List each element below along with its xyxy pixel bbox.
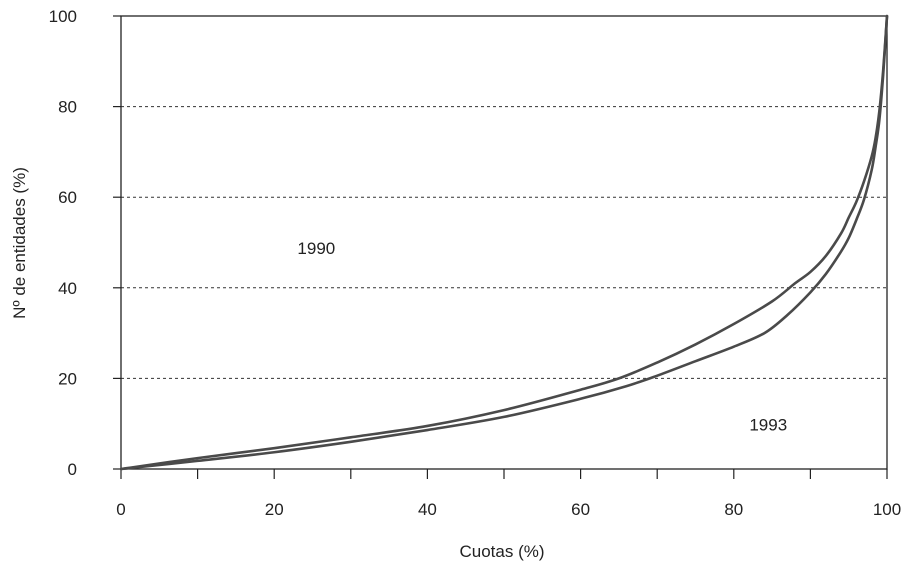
annotation-1993: 1993 — [749, 415, 787, 434]
axis-ticks — [113, 15, 888, 479]
y-tick-label: 80 — [58, 98, 77, 117]
x-tick-label: 40 — [418, 500, 437, 519]
x-tick-label: 100 — [873, 500, 901, 519]
x-axis-title: Cuotas (%) — [459, 542, 544, 561]
y-tick-label: 40 — [58, 279, 77, 298]
y-tick-label: 0 — [68, 460, 77, 479]
y-tick-label: 20 — [58, 369, 77, 388]
x-tick-label: 20 — [265, 500, 284, 519]
tick-labels: 0 20 40 60 80 100 0 20 40 60 80 100 — [49, 7, 902, 519]
grid-lines — [121, 106, 887, 379]
y-tick-label: 60 — [58, 188, 77, 207]
annotation-1990: 1990 — [297, 239, 335, 258]
series-lines — [119, 14, 889, 471]
series-line-1990 — [119, 14, 889, 471]
x-tick-label: 80 — [724, 500, 743, 519]
y-tick-label: 100 — [49, 7, 77, 26]
plot-frame — [120, 15, 888, 470]
y-axis-title: Nº de entidades (%) — [10, 167, 29, 319]
x-tick-label: 60 — [571, 500, 590, 519]
x-tick-label: 0 — [116, 500, 125, 519]
series-line-1993 — [119, 14, 889, 471]
annotations: 1990 1993 — [297, 239, 787, 435]
